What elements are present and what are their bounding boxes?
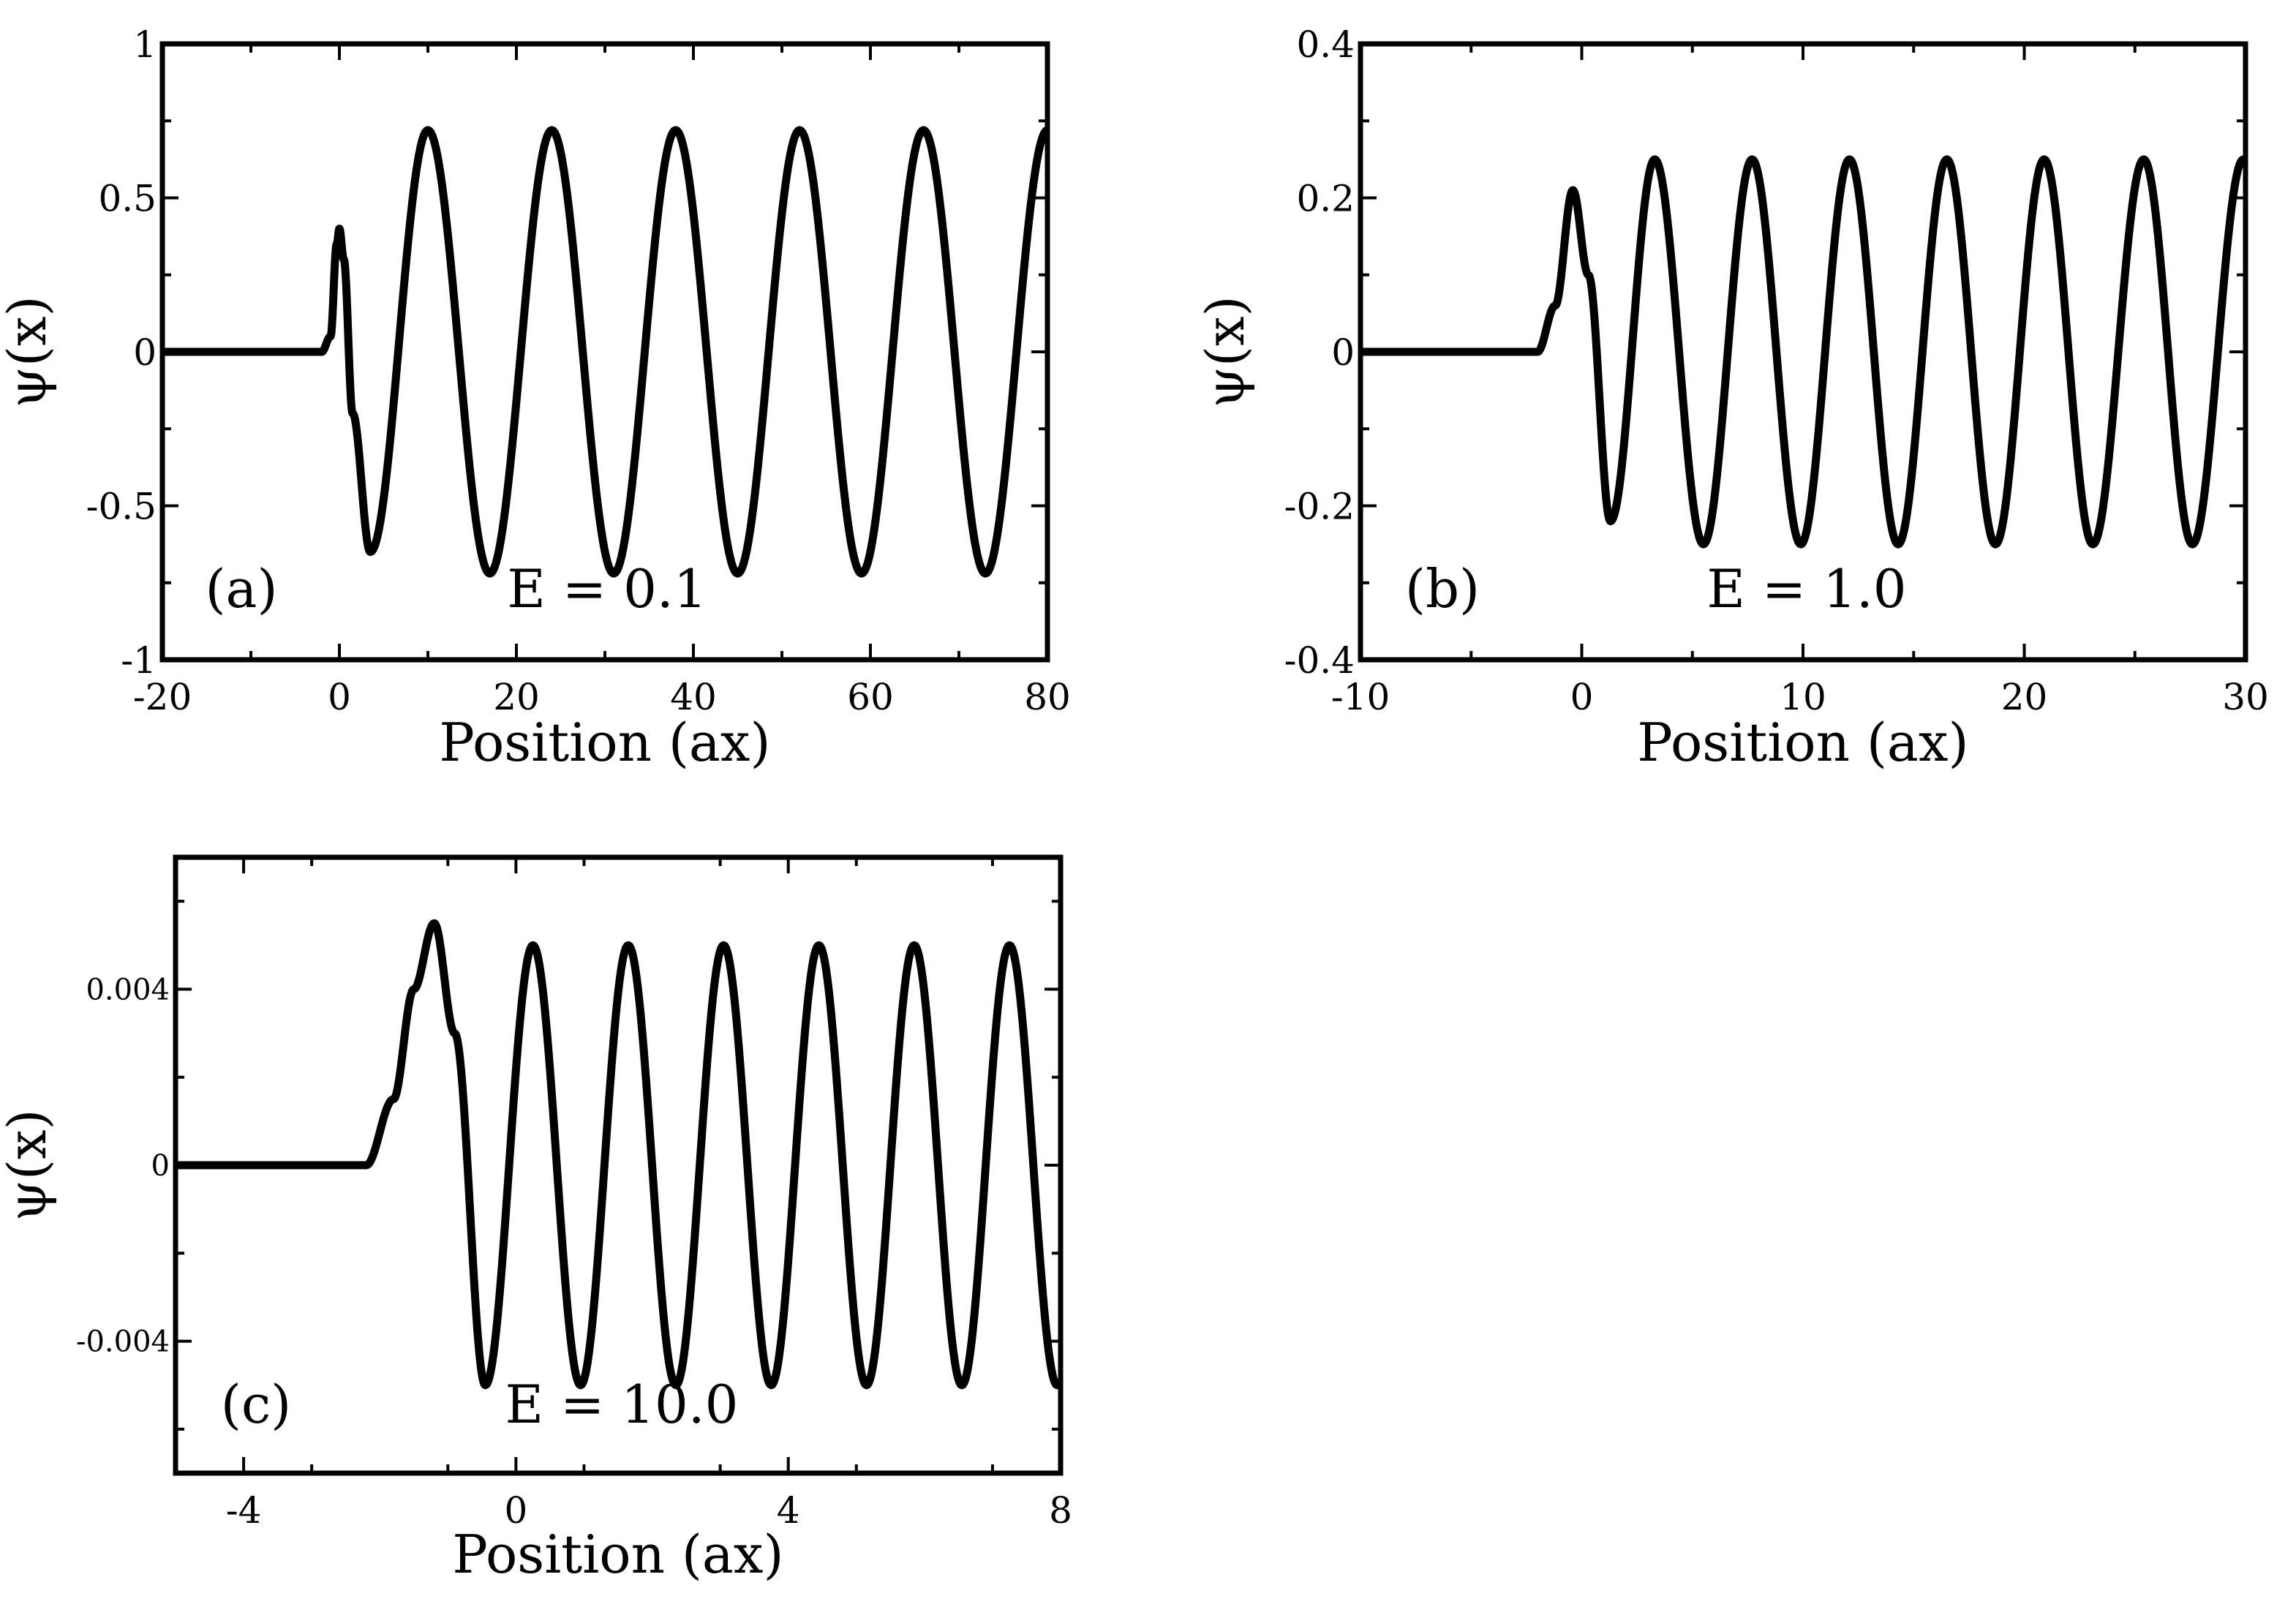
x-tick-label-c-0: -4 [226,1489,262,1532]
x-tick-label-b-4: 30 [2222,676,2269,718]
x-tick-label-a-5: 80 [1024,676,1071,718]
x-tick-label-a-4: 60 [847,676,894,718]
x-tick-label-c-3: 8 [1049,1489,1072,1532]
energy-annotation-c: E = 10.0 [505,1374,739,1435]
x-tick-label-a-0: -20 [133,676,192,718]
x-tick-label-b-0: -10 [1331,676,1390,718]
y-axis-label-b: ψ(x) [1194,296,1256,407]
y-tick-label-c-0: -0.004 [76,1325,170,1359]
y-tick-label-a-2: 0 [133,331,157,374]
y-tick-label-a-0: -1 [121,639,157,682]
y-tick-label-b-3: 0.2 [1296,178,1355,220]
y-tick-label-a-1: -0.5 [86,486,157,528]
x-axis-label-a: Position (ax) [439,712,770,773]
y-tick-label-b-1: -0.2 [1284,486,1355,528]
x-tick-label-c-2: 4 [777,1489,800,1532]
x-tick-label-a-1: 0 [328,676,351,718]
x-axis-label-c: Position (ax) [452,1524,783,1585]
y-axis-label-a: ψ(x) [0,296,58,407]
y-tick-label-a-4: 1 [133,23,157,66]
series-line-a-0 [162,126,1047,578]
x-tick-label-b-1: 0 [1570,676,1594,718]
y-tick-label-c-2: 0.004 [86,973,170,1006]
x-tick-label-b-2: 10 [1780,676,1826,718]
panel-a: -20 0 20 40 60 80 -1 -0.5 0 0.5 1 Position (ax) ψ(x)… [0,23,1071,773]
x-tick-label-a-2: 20 [493,676,540,718]
y-tick-label-b-0: -0.4 [1284,639,1355,682]
panel-b: -10 0 10 20 30 -0.4 -0.2 0 0.2 0.4 Position (ax) ψ(… [1194,23,2269,773]
y-axis-label-c: ψ(x) [0,1109,58,1221]
series-line-b-0 [1360,155,2246,549]
y-tick-label-c-1: 0 [151,1149,170,1183]
panel-c: -4 0 4 8 -0.004 0 0.004 Position (ax) ψ(x) (c) E =… [0,854,1072,1585]
x-tick-label-a-3: 40 [670,676,717,718]
y-tick-label-a-3: 0.5 [98,178,157,220]
panel-label-b: (b) [1405,558,1480,620]
x-axis-label-b: Position (ax) [1637,712,1968,773]
panel-label-c: (c) [221,1374,292,1435]
x-tick-label-b-3: 20 [2001,676,2048,718]
y-tick-label-b-4: 0.4 [1296,23,1355,66]
series-line-c-0 [176,919,1061,1390]
y-tick-label-b-2: 0 [1331,331,1355,374]
x-tick-label-c-1: 0 [504,1489,527,1532]
panel-label-a: (a) [205,558,277,620]
energy-annotation-a: E = 0.1 [507,558,707,620]
energy-annotation-b: E = 1.0 [1706,558,1906,620]
